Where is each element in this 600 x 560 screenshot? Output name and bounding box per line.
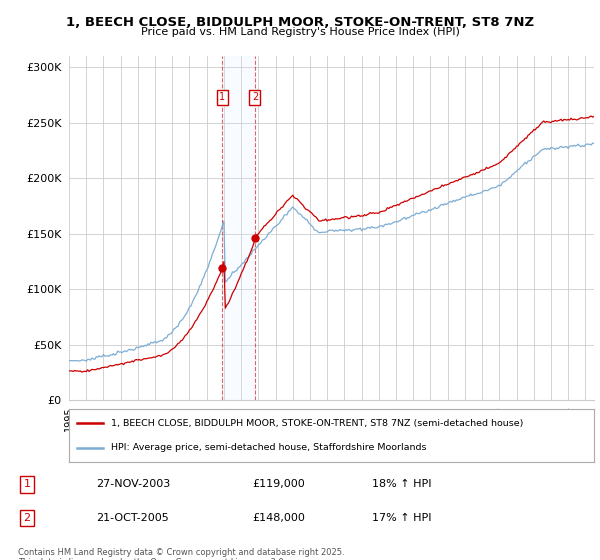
Text: Price paid vs. HM Land Registry's House Price Index (HPI): Price paid vs. HM Land Registry's House … bbox=[140, 27, 460, 37]
Text: £148,000: £148,000 bbox=[252, 513, 305, 523]
Text: 1, BEECH CLOSE, BIDDULPH MOOR, STOKE-ON-TRENT, ST8 7NZ: 1, BEECH CLOSE, BIDDULPH MOOR, STOKE-ON-… bbox=[66, 16, 534, 29]
Text: 2: 2 bbox=[252, 92, 258, 102]
Text: 1: 1 bbox=[219, 92, 225, 102]
Text: 21-OCT-2005: 21-OCT-2005 bbox=[96, 513, 169, 523]
Text: 1: 1 bbox=[23, 479, 31, 489]
Text: 18% ↑ HPI: 18% ↑ HPI bbox=[372, 479, 431, 489]
Text: Contains HM Land Registry data © Crown copyright and database right 2025.
This d: Contains HM Land Registry data © Crown c… bbox=[18, 548, 344, 560]
Text: £119,000: £119,000 bbox=[252, 479, 305, 489]
Text: 27-NOV-2003: 27-NOV-2003 bbox=[96, 479, 170, 489]
Text: 2: 2 bbox=[23, 513, 31, 523]
Bar bbox=[222, 56, 255, 400]
Text: HPI: Average price, semi-detached house, Staffordshire Moorlands: HPI: Average price, semi-detached house,… bbox=[111, 443, 427, 452]
Text: 1, BEECH CLOSE, BIDDULPH MOOR, STOKE-ON-TRENT, ST8 7NZ (semi-detached house): 1, BEECH CLOSE, BIDDULPH MOOR, STOKE-ON-… bbox=[111, 419, 523, 428]
Text: 17% ↑ HPI: 17% ↑ HPI bbox=[372, 513, 431, 523]
